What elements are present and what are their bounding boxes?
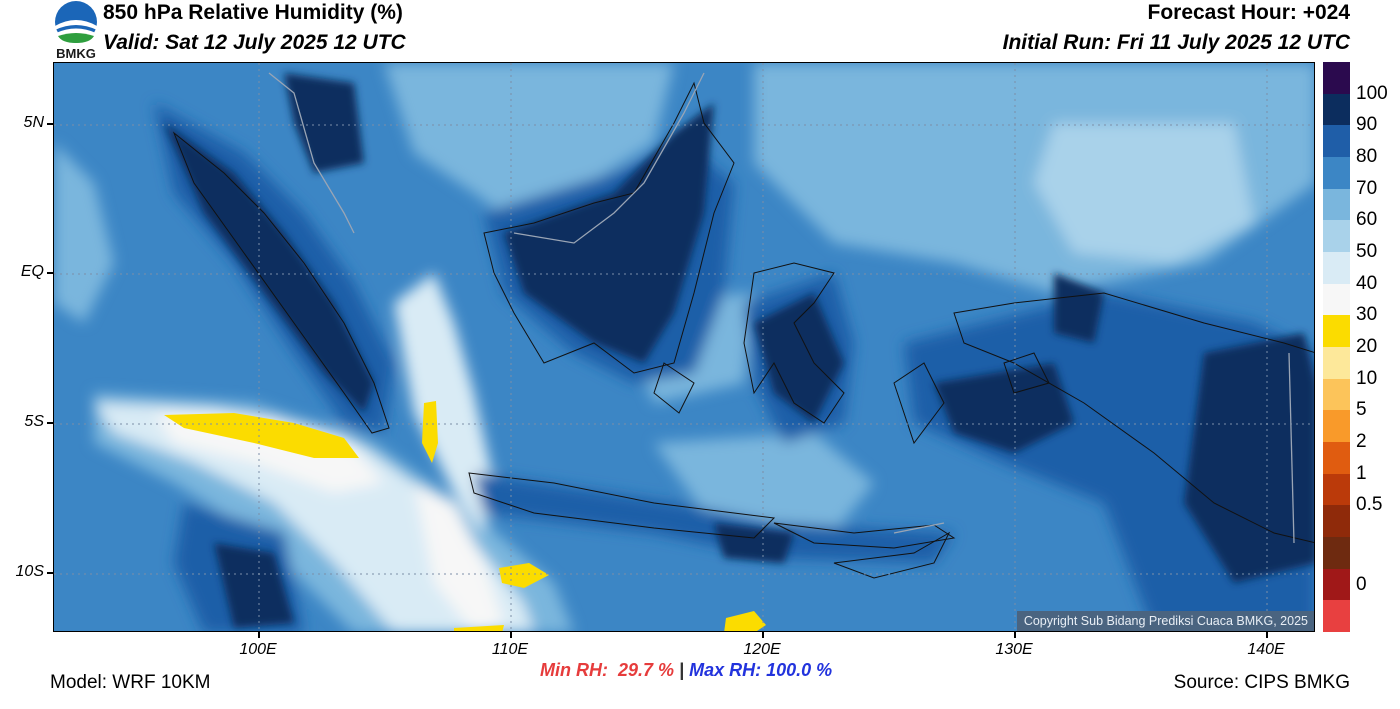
lon-tickmark xyxy=(258,632,260,638)
colorbar-label: 70 xyxy=(1356,177,1378,199)
colorbar-label: 40 xyxy=(1356,272,1378,294)
colorbar-label: 2 xyxy=(1356,431,1367,452)
lat-tickmark xyxy=(47,272,53,274)
colorbar-label: 5 xyxy=(1356,399,1367,421)
colorbar-segment xyxy=(1323,220,1350,253)
colorbar-segment xyxy=(1323,442,1350,475)
colorbar-segment xyxy=(1323,600,1350,633)
lon-tickmark xyxy=(1014,632,1016,638)
rh-separator: | xyxy=(674,660,690,680)
lat-tickmark xyxy=(47,572,53,574)
lat-tick-5n: 5N xyxy=(23,114,44,131)
lon-tick-130e: 130E xyxy=(995,641,1033,658)
colorbar-label: 10 xyxy=(1356,367,1378,389)
lon-tick-110e: 110E xyxy=(491,641,529,658)
humidity-field xyxy=(54,63,1314,631)
colorbar-segment xyxy=(1323,188,1350,221)
chart-title: 850 hPa Relative Humidity (%) xyxy=(103,1,403,24)
colorbar-segment xyxy=(1323,473,1350,506)
colorbar-label: 30 xyxy=(1356,304,1378,326)
lon-tickmark xyxy=(510,632,512,638)
colorbar-segment xyxy=(1323,125,1350,158)
colorbar-segment xyxy=(1323,62,1350,95)
max-rh: Max RH: 100.0 % xyxy=(689,660,833,680)
lon-tickmark xyxy=(1266,632,1268,638)
lat-tick-10s: 10S xyxy=(15,563,44,580)
colorbar-segment xyxy=(1323,505,1350,538)
colorbar-label: 1 xyxy=(1356,462,1367,484)
colorbar-label: 80 xyxy=(1356,146,1378,167)
graticule xyxy=(54,63,1314,631)
lat-tickmark xyxy=(47,123,53,125)
colorbar-label: 20 xyxy=(1356,336,1378,357)
copyright-notice: Copyright Sub Bidang Prediksi Cuaca BMKG… xyxy=(1016,611,1314,631)
initial-run: Initial Run: Fri 11 July 2025 12 UTC xyxy=(1002,31,1350,54)
colorbar-segment xyxy=(1323,93,1350,126)
logo-text: BMKG xyxy=(56,46,96,60)
lon-tick-120e: 120E xyxy=(743,641,781,658)
low-humidity-patches xyxy=(164,401,766,631)
colorbar-label: 100 xyxy=(1356,82,1388,104)
colorbar-segment xyxy=(1323,410,1350,443)
lat-tick-5s: 5S xyxy=(24,413,44,430)
colorbar-segment xyxy=(1323,537,1350,570)
colorbar-segment xyxy=(1323,283,1350,316)
min-rh: Min RH: 29.7 % xyxy=(540,660,675,680)
lon-tick-100e: 100E xyxy=(239,641,277,658)
lat-tickmark xyxy=(47,422,53,424)
colorbar-segment xyxy=(1323,315,1350,348)
colorbar-label: 60 xyxy=(1356,209,1378,231)
humidity-map: Copyright Sub Bidang Prediksi Cuaca BMKG… xyxy=(53,62,1315,632)
lon-tick-140e: 140E xyxy=(1247,641,1285,658)
lat-tick-eq: EQ xyxy=(20,263,44,280)
valid-time: Valid: Sat 12 July 2025 12 UTC xyxy=(103,31,406,54)
colorbar-label: 0.5 xyxy=(1356,494,1383,516)
model-label: Model: WRF 10KM xyxy=(50,672,211,693)
colorbar xyxy=(1323,62,1350,633)
colorbar-segment xyxy=(1323,157,1350,190)
colorbar-segment xyxy=(1323,347,1350,380)
colorbar-segment xyxy=(1323,378,1350,411)
colorbar-label: 0 xyxy=(1356,573,1367,595)
colorbar-segment xyxy=(1323,252,1350,285)
min-max-rh: Min RH: 29.7 % | Max RH: 100.0 % xyxy=(540,660,832,681)
colorbar-label: 50 xyxy=(1356,241,1378,262)
bmkg-logo: BMKG xyxy=(55,1,97,60)
country-borders xyxy=(268,72,1295,544)
colorbar-label: 90 xyxy=(1356,114,1378,136)
source-label: Source: CIPS BMKG xyxy=(1173,672,1350,693)
lon-tickmark xyxy=(762,632,764,638)
colorbar-segment xyxy=(1323,568,1350,601)
forecast-hour: Forecast Hour: +024 xyxy=(1147,1,1351,24)
coastlines xyxy=(172,81,1314,579)
